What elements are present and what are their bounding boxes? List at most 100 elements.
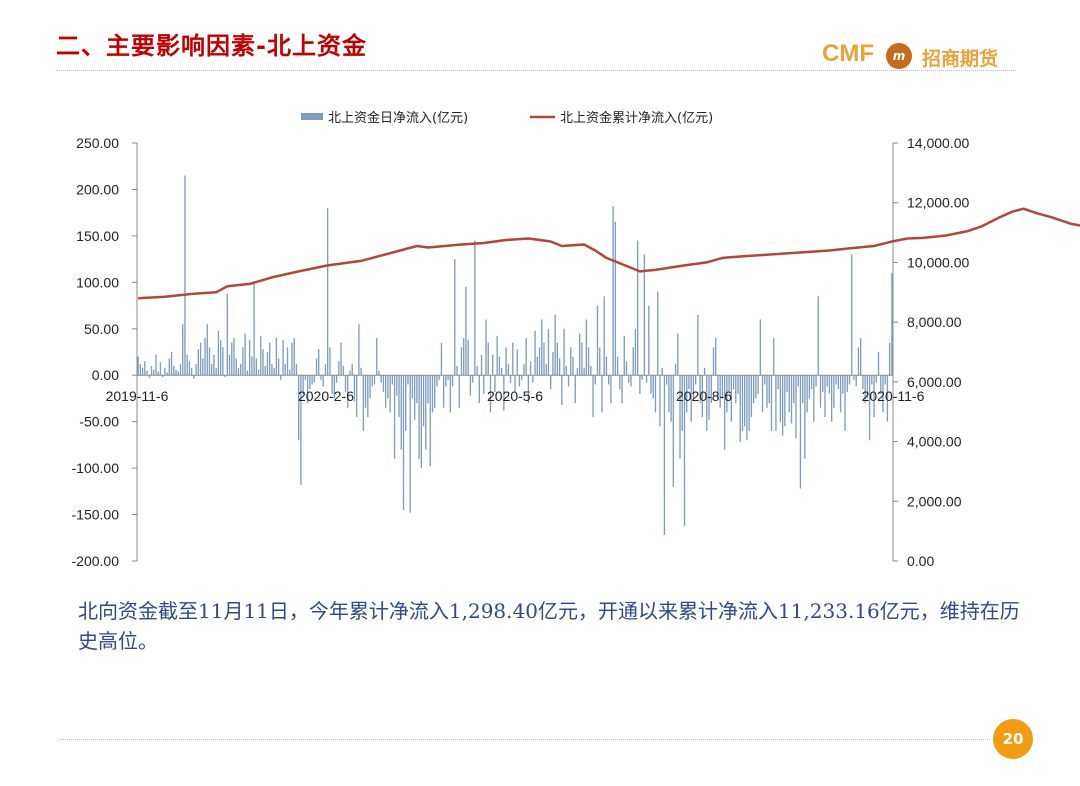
daily-flow-bar: [545, 364, 547, 376]
daily-flow-bar: [686, 375, 688, 413]
daily-flow-bar: [269, 342, 271, 376]
daily-flow-bar: [619, 375, 621, 390]
left-tick-label: 250.00: [76, 135, 119, 151]
northbound-capital-chart: 250.00 200.00 150.00 100.00 50.00 0.00 -50.00 -…: [72, 110, 1080, 569]
daily-flow-bar: [206, 324, 208, 376]
daily-flow-bar: [824, 375, 826, 418]
daily-flow-bar: [570, 347, 572, 376]
daily-flow-bar: [851, 254, 853, 376]
daily-flow-bar: [587, 347, 590, 376]
daily-flow-bar: [710, 375, 712, 404]
daily-flow-bar: [376, 338, 378, 376]
daily-flow-bar: [202, 358, 204, 376]
daily-flow-bar: [525, 338, 527, 376]
daily-flow-bar: [534, 330, 536, 376]
daily-flow-bar: [659, 375, 661, 427]
right-tick-label: 14,000.00: [907, 135, 969, 151]
daily-flow-bar: [483, 375, 485, 394]
daily-flow-bar: [273, 367, 275, 376]
daily-flow-bar: [164, 367, 166, 376]
daily-flow-bar: [837, 375, 840, 390]
daily-flow-bar: [813, 375, 815, 422]
daily-flow-bar: [489, 375, 492, 413]
daily-flow-bar: [601, 375, 603, 413]
daily-flow-bar: [822, 375, 824, 392]
x-tick-label: 2020-5-6: [487, 388, 543, 404]
daily-flow-bar: [521, 375, 523, 380]
daily-flow-bar: [440, 342, 443, 376]
daily-flow-bar: [246, 370, 249, 376]
daily-flow-bar: [625, 361, 628, 376]
daily-flow-bar: [612, 206, 614, 376]
daily-flow-bar: [788, 375, 790, 413]
daily-flow-bar: [344, 375, 347, 392]
daily-flow-bar: [585, 319, 588, 376]
daily-flow-bar: [282, 339, 284, 376]
daily-flow-bar: [217, 330, 220, 376]
daily-flow-bar: [255, 358, 257, 376]
daily-flow-bar: [474, 240, 476, 376]
right-tick-label: 6,000.00: [907, 374, 962, 390]
daily-flow-bar: [786, 375, 788, 392]
daily-flow-bar: [759, 319, 761, 376]
daily-flow-bar: [708, 375, 710, 420]
daily-flow-bar: [199, 342, 202, 376]
daily-flow-bar: [460, 347, 463, 376]
daily-flow-bar: [485, 319, 487, 376]
left-tick-label: 200.00: [76, 181, 119, 197]
daily-flow-bar: [875, 375, 877, 383]
daily-flow-bar: [235, 358, 237, 376]
daily-flow-bar: [320, 375, 322, 380]
daily-flow-bar: [770, 375, 773, 431]
daily-flow-bar: [257, 369, 260, 376]
daily-flow-bar: [362, 375, 365, 431]
daily-flow-bar: [157, 371, 159, 376]
daily-flow-bar: [690, 375, 692, 422]
daily-flow-bar: [277, 358, 280, 376]
legend-bar-label: 北上资金日净流入(亿元): [328, 110, 468, 126]
daily-flow-bar: [500, 367, 503, 376]
daily-flow-bar: [781, 375, 784, 436]
daily-flow-bar: [712, 347, 715, 376]
company-logo: CMF m 招商期货: [822, 38, 1022, 74]
daily-flow-bar: [572, 356, 574, 376]
daily-flow-bar: [795, 375, 797, 439]
daily-flow-bar: [645, 375, 648, 383]
daily-flow-bar: [603, 296, 605, 376]
daily-flow-bar: [177, 371, 179, 376]
daily-flow-bar: [670, 375, 672, 422]
daily-flow-bar: [429, 375, 431, 467]
daily-flow-bar: [190, 367, 193, 376]
daily-flow-bar: [739, 375, 741, 443]
daily-flow-bar: [155, 354, 157, 376]
daily-flow-bar: [699, 375, 701, 404]
daily-flow-bar: [451, 375, 454, 387]
daily-flow-bar: [168, 358, 171, 376]
daily-flow-bar: [507, 364, 509, 376]
daily-flow-bar: [636, 240, 639, 376]
daily-flow-bar: [141, 367, 144, 376]
daily-flow-bar: [333, 375, 336, 399]
daily-flow-bar: [271, 364, 273, 376]
daily-flow-bar: [735, 375, 737, 404]
daily-flow-bar: [186, 354, 188, 376]
daily-flow-bar: [529, 361, 532, 376]
daily-flow-bar: [315, 358, 318, 376]
daily-flow-bar: [197, 349, 199, 376]
daily-flow-bar: [599, 347, 601, 376]
daily-flow-bar: [661, 367, 663, 376]
daily-flow-bar: [396, 375, 398, 396]
daily-flow-bar: [291, 342, 293, 376]
daily-flow-bar: [139, 364, 142, 376]
daily-flow-bar: [891, 273, 893, 376]
left-tick-label: -150.00: [72, 507, 120, 523]
daily-flow-bar: [144, 361, 146, 376]
logo-badge-icon: m: [886, 43, 912, 69]
daily-flow-bar: [438, 375, 440, 380]
daily-flow-bar: [262, 349, 264, 376]
left-tick-label: 0.00: [92, 367, 119, 383]
daily-flow-bar: [137, 356, 139, 376]
logo-text: CMF: [822, 40, 874, 67]
daily-flow-bar: [456, 365, 458, 376]
daily-flow-bar: [503, 375, 505, 411]
